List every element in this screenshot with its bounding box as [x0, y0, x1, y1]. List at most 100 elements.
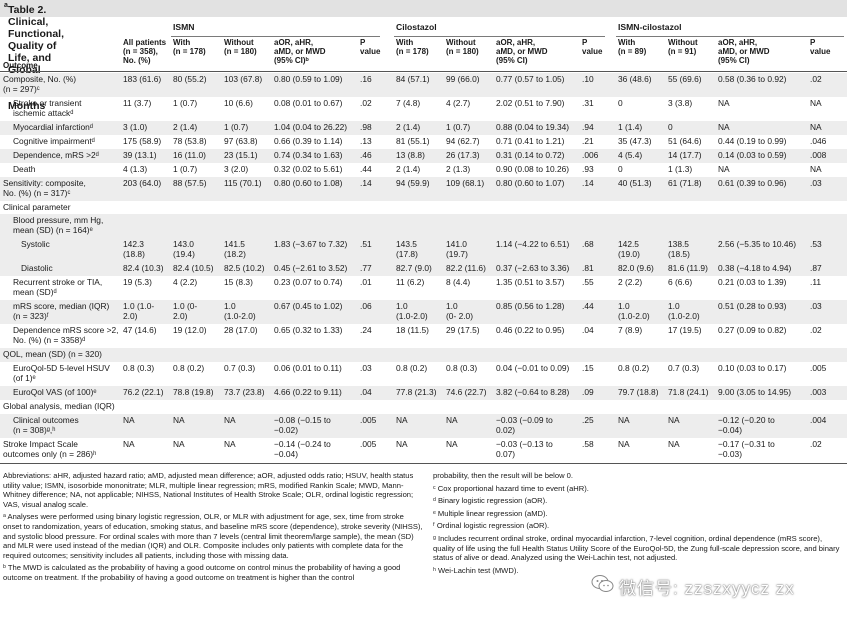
- cell-combo-without: 17 (19.5): [668, 325, 702, 335]
- cell-cilo-effect: 0.90 (0.08 to 10.26): [496, 164, 570, 174]
- row-label: Sensitivity: composite, No. (%) (n = 317…: [3, 178, 86, 198]
- cell-cilo-without: 1 (0.7): [446, 122, 471, 132]
- cell-cilo-with: NA: [396, 439, 408, 449]
- cell-ismn-effect: 0.80 (0.60 to 1.08): [274, 178, 343, 188]
- cell-combo-p: .005: [810, 363, 827, 373]
- cell-combo-with: NA: [618, 439, 630, 449]
- cell-combo-effect: 0.58 (0.36 to 0.92): [718, 74, 787, 84]
- cell-combo-p: .11: [810, 277, 822, 287]
- row-label: Blood pressure, mm Hg, mean (SD) (n = 16…: [13, 215, 104, 235]
- cell-ismn-effect: 0.45 (−2.61 to 3.52): [274, 263, 348, 273]
- cell-ismn-without: 0.7 (0.3): [224, 363, 256, 373]
- cell-combo-effect: 0.21 (0.03 to 1.39): [718, 277, 787, 287]
- table-row: Global analysis, median (IQR): [0, 400, 847, 414]
- cell-combo-with: NA: [618, 415, 630, 425]
- cell-combo-p: .02: [810, 439, 822, 449]
- table-row: Clinical parameter: [0, 201, 847, 214]
- cell-all-patients: 11 (3.7): [123, 98, 152, 108]
- cell-cilo-p: .94: [582, 122, 594, 132]
- cell-cilo-p: .44: [582, 301, 594, 311]
- cell-ismn-p: .06: [360, 301, 372, 311]
- cell-combo-p: NA: [810, 122, 822, 132]
- cell-all-patients: 0.8 (0.3): [123, 363, 155, 373]
- cell-cilo-with: 11 (6.2): [396, 277, 425, 287]
- table-row: Sensitivity: composite, No. (%) (n = 317…: [0, 177, 847, 201]
- column-header-combo-without: Without (n = 91): [668, 38, 698, 56]
- table-row: Stroke or transient ischemic attackᵈ 11 (…: [0, 97, 847, 121]
- cell-combo-p: .046: [810, 136, 827, 146]
- cell-ismn-without: 73.7 (23.8): [224, 387, 265, 397]
- column-header-cilo-p: P value: [582, 38, 603, 56]
- cell-combo-with: 4 (5.4): [618, 150, 643, 160]
- cell-combo-effect: 0.51 (0.28 to 0.93): [718, 301, 787, 311]
- cell-ismn-effect: 0.65 (0.32 to 1.33): [274, 325, 343, 335]
- cell-combo-without: 61 (71.8): [668, 178, 702, 188]
- title-footnote-marker: a: [4, 2, 8, 9]
- cell-combo-p: .53: [810, 239, 822, 249]
- column-header-cilo-without: Without (n = 180): [446, 38, 479, 56]
- row-label: Recurrent stroke or TIA, mean (SD)ᵈ: [13, 277, 103, 297]
- cell-ismn-effect: 0.80 (0.59 to 1.09): [274, 74, 343, 84]
- cell-combo-p: .03: [810, 178, 822, 188]
- cell-ismn-without: 1.0 (1.0-2.0): [224, 301, 256, 321]
- cell-ismn-without: 23 (15.1): [224, 150, 258, 160]
- cell-cilo-with: 81 (55.1): [396, 136, 430, 146]
- cell-combo-p: NA: [810, 164, 822, 174]
- cell-cilo-with: 7 (4.8): [396, 98, 421, 108]
- cell-combo-effect: 0.44 (0.19 to 0.99): [718, 136, 787, 146]
- cell-ismn-p: .51: [360, 239, 372, 249]
- cell-combo-p: .03: [810, 301, 822, 311]
- cell-cilo-effect: 3.82 (−0.64 to 8.28): [496, 387, 570, 397]
- table-row: Dependence mRS score >2, No. (%) (n = 33…: [0, 324, 847, 348]
- cell-combo-effect: NA: [718, 98, 730, 108]
- cell-cilo-with: 84 (57.1): [396, 74, 430, 84]
- footnote: ᵉ Multiple linear regression (aMD).: [433, 508, 548, 518]
- cell-cilo-without: NA: [446, 415, 458, 425]
- cell-cilo-without: 82.2 (11.6): [446, 263, 486, 273]
- column-header-ismn-p: P value: [360, 38, 381, 56]
- cell-ismn-p: .24: [360, 325, 372, 335]
- cell-ismn-p: .77: [360, 263, 372, 273]
- group-cilostazol: Cilostazol: [396, 22, 437, 32]
- cell-combo-p: .02: [810, 325, 822, 335]
- cell-combo-effect: 2.56 (−5.35 to 10.46): [718, 239, 796, 249]
- cell-cilo-effect: 0.37 (−2.63 to 3.36): [496, 263, 570, 273]
- cell-all-patients: NA: [123, 415, 135, 425]
- cell-ismn-effect: 1.83 (−3.67 to 7.32): [274, 239, 348, 249]
- cell-all-patients: 19 (5.3): [123, 277, 152, 287]
- cell-ismn-effect: 0.23 (0.07 to 0.74): [274, 277, 343, 287]
- cell-combo-p: .87: [810, 263, 822, 273]
- column-header-ismn-effect: aOR, aHR, aMD, or MWD (95% CI)ᵇ: [274, 38, 326, 65]
- row-label: Cognitive impairmentᵈ: [13, 136, 95, 146]
- cell-cilo-without: 29 (17.5): [446, 325, 480, 335]
- cell-cilo-p: .04: [582, 325, 594, 335]
- cell-cilo-with: 2 (1.4): [396, 122, 421, 132]
- cell-ismn-with: 1 (0.7): [173, 98, 198, 108]
- table-row: EuroQol-5D 5-level HSUV (of 1)ᵉ 0.8 (0.3)…: [0, 362, 847, 386]
- cell-combo-with: 79.7 (18.8): [618, 387, 659, 397]
- cell-combo-p: .008: [810, 150, 827, 160]
- table-row: Diastolic 82.4 (10.3) 82.4 (10.5) 82.5 (10.…: [0, 262, 847, 276]
- cell-combo-with: 0.8 (0.2): [618, 363, 650, 373]
- cell-cilo-effect: 0.80 (0.60 to 1.07): [496, 178, 565, 188]
- cell-cilo-without: 8 (4.4): [446, 277, 471, 287]
- cell-cilo-p: .55: [582, 277, 594, 287]
- cell-ismn-effect: −0.08 (−0.15 to −0.02): [274, 415, 331, 435]
- cell-cilo-without: 2 (1.3): [446, 164, 471, 174]
- cell-ismn-without: 103 (67.8): [224, 74, 263, 84]
- cell-ismn-effect: 0.06 (0.01 to 0.11): [274, 363, 342, 373]
- cell-ismn-with: 80 (55.2): [173, 74, 207, 84]
- cell-combo-effect: −0.17 (−0.31 to −0.03): [718, 439, 775, 459]
- cell-cilo-without: 94 (62.7): [446, 136, 480, 146]
- cell-combo-without: 14 (17.7): [668, 150, 702, 160]
- cell-ismn-without: NA: [224, 415, 236, 425]
- cell-combo-effect: 0.10 (0.03 to 0.17): [718, 363, 787, 373]
- cell-cilo-effect: 0.85 (0.56 to 1.28): [496, 301, 565, 311]
- table-row: Stroke Impact Scale outcomes only (n = 2…: [0, 438, 847, 462]
- cell-combo-without: 1.0 (1.0-2.0): [668, 301, 700, 321]
- cell-cilo-effect: 1.35 (0.51 to 3.57): [496, 277, 565, 287]
- cell-ismn-p: .98: [360, 122, 372, 132]
- table-row: Recurrent stroke or TIA, mean (SD)ᵈ 19 (5…: [0, 276, 847, 300]
- cell-combo-effect: 0.27 (0.09 to 0.82): [718, 325, 787, 335]
- column-header-combo-p: P value: [810, 38, 831, 56]
